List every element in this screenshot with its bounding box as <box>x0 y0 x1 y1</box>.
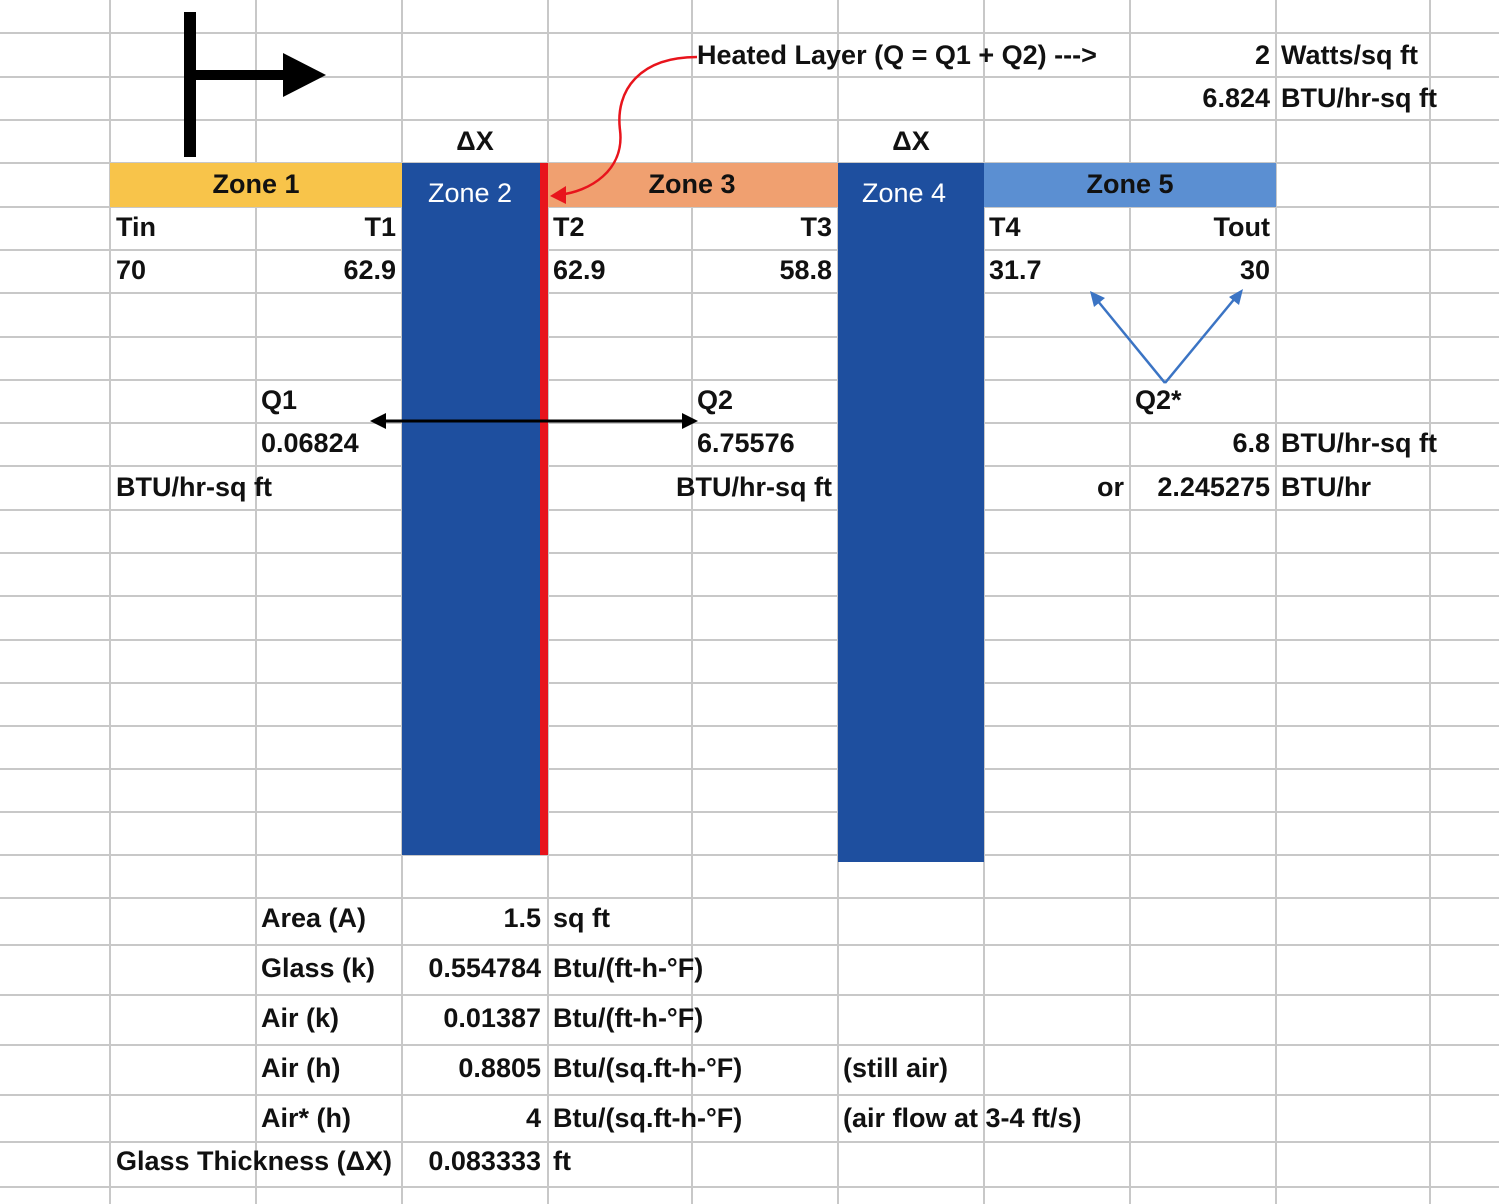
heat-flux-value: 6.824 <box>1202 83 1270 113</box>
temperature-label: Tin <box>116 212 156 242</box>
parameter-unit: Btu/(ft-h-°F) <box>553 953 703 983</box>
heat-flux-unit: BTU/hr-sq ft <box>1281 83 1437 113</box>
delta-x-label: ΔX <box>456 126 493 156</box>
parameter-label: Area (A) <box>261 903 366 933</box>
q2-star-label: Q2* <box>1135 385 1182 415</box>
zone-label: Zone 4 <box>862 178 946 208</box>
parameter-value: 0.8805 <box>458 1053 541 1083</box>
parameter-value: 1.5 <box>503 903 541 933</box>
q-arrow <box>370 413 698 429</box>
zone-label: Zone 5 <box>1086 169 1173 199</box>
parameter-note: (air flow at 3-4 ft/s) <box>843 1103 1082 1133</box>
heat-flux-value: 2 <box>1255 40 1270 70</box>
q2-star-value: 6.8 <box>1232 428 1270 458</box>
q2-star-unit: BTU/hr-sq ft <box>1281 428 1437 458</box>
heated-layer <box>540 163 548 855</box>
parameter-value: 4 <box>526 1103 541 1133</box>
heated-layer-label: Heated Layer (Q = Q1 + Q2) ---> <box>697 40 1097 70</box>
zone-5-band <box>984 163 1276 207</box>
q1-label: Q1 <box>261 385 297 415</box>
temperature-value: 58.8 <box>779 255 832 285</box>
zone-2-glass <box>402 163 542 855</box>
q2-star-arrows <box>1090 289 1243 384</box>
parameter-label: Glass (k) <box>261 953 375 983</box>
parameter-label: Glass Thickness (ΔX) <box>116 1146 392 1176</box>
temperature-label: T1 <box>364 212 396 242</box>
q2-star-total-unit: BTU/hr <box>1281 472 1371 502</box>
delta-x-label: ΔX <box>892 126 929 156</box>
parameter-unit: ft <box>553 1146 571 1176</box>
zone-4-glass <box>838 163 984 862</box>
q1-value: 0.06824 <box>261 428 359 458</box>
temperature-label: Tout <box>1214 212 1270 242</box>
parameter-label: Air (k) <box>261 1003 339 1033</box>
q1-unit: BTU/hr-sq ft <box>116 472 272 502</box>
q2-unit: BTU/hr-sq ft <box>676 472 832 502</box>
parameter-label: Air* (h) <box>261 1103 351 1133</box>
temperature-label: T4 <box>989 212 1021 242</box>
zone-1-band <box>110 163 402 207</box>
temperature-value: 62.9 <box>343 255 396 285</box>
temperature-value: 31.7 <box>989 255 1042 285</box>
q2-star-or: or <box>1097 472 1124 502</box>
parameter-value: 0.01387 <box>443 1003 541 1033</box>
parameter-unit: Btu/(ft-h-°F) <box>553 1003 703 1033</box>
parameter-unit: sq ft <box>553 903 610 933</box>
heated-arrow <box>557 55 698 197</box>
zone-3-band <box>548 163 838 207</box>
q2-label: Q2 <box>697 385 733 415</box>
zone-label: Zone 1 <box>212 169 299 199</box>
heated-arrow-head <box>550 186 566 204</box>
temperature-label: T3 <box>800 212 832 242</box>
parameter-value: 0.083333 <box>428 1146 541 1176</box>
parameter-unit: Btu/(sq.ft-h-°F) <box>553 1103 742 1133</box>
heat-flux-unit: Watts/sq ft <box>1281 40 1418 70</box>
parameter-value: 0.554784 <box>428 953 541 983</box>
temperature-label: T2 <box>553 212 585 242</box>
parameter-note: (still air) <box>843 1053 948 1083</box>
temperature-value: 62.9 <box>553 255 606 285</box>
q2-star-total: 2.245275 <box>1157 472 1270 502</box>
parameter-unit: Btu/(sq.ft-h-°F) <box>553 1053 742 1083</box>
temperature-value: 70 <box>116 255 146 285</box>
direction-symbol <box>184 12 326 157</box>
parameter-label: Air (h) <box>261 1053 340 1083</box>
q2-value: 6.75576 <box>697 428 795 458</box>
zone-label: Zone 3 <box>648 169 735 199</box>
zone-label: Zone 2 <box>428 178 512 208</box>
temperature-value: 30 <box>1240 255 1270 285</box>
